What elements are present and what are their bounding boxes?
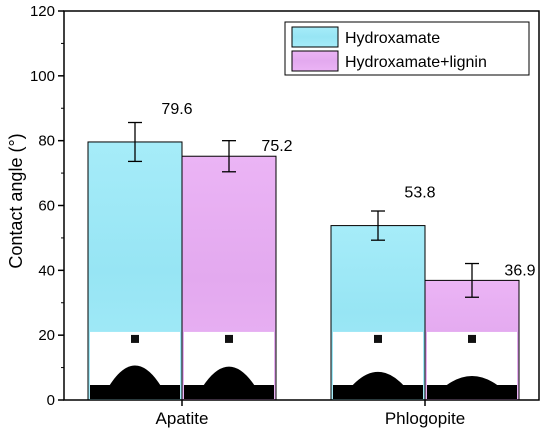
droplet-photo [184, 331, 274, 399]
droplet-photo [90, 331, 180, 399]
y-tick-label: 60 [38, 198, 55, 215]
droplet-shape [446, 375, 498, 385]
droplet-shape [203, 366, 255, 385]
syringe-needle [374, 334, 382, 343]
droplet-substrate [184, 385, 274, 399]
droplet-substrate [90, 385, 180, 399]
value-label: 75.2 [261, 138, 292, 155]
x-tick-label: Phlogopite [385, 409, 465, 428]
y-tick-label: 120 [30, 3, 55, 20]
legend-swatch-hydroxamate-lignin [291, 50, 339, 72]
y-tick-label: 20 [38, 327, 55, 344]
error-bars-group [128, 121, 479, 298]
droplet-shape [109, 365, 161, 385]
value-labels-group: 79.6 75.2 53.8 36.9 [161, 101, 535, 279]
x-axis-ticks: Apatite Phlogopite [156, 400, 465, 428]
legend: Hydroxamate Hydroxamate+lignin [284, 21, 530, 76]
droplet-photo [333, 331, 423, 399]
y-axis-label: Contact angle (°) [6, 133, 26, 268]
legend-swatch-hydroxamate [291, 26, 339, 48]
syringe-needle [468, 334, 476, 343]
y-tick-label: 100 [30, 68, 55, 85]
y-tick-label: 40 [38, 262, 55, 279]
value-label: 36.9 [504, 262, 535, 279]
droplet-photo [427, 331, 517, 399]
value-label: 79.6 [161, 101, 192, 118]
x-tick-label: Apatite [156, 409, 209, 428]
droplet-insets [90, 331, 517, 399]
y-axis-ticks: 0 20 40 60 80 100 120 [30, 3, 64, 409]
value-label: 53.8 [404, 185, 435, 202]
droplet-substrate [333, 385, 423, 399]
legend-label-hydroxamate-lignin: Hydroxamate+lignin [345, 54, 487, 71]
syringe-needle [131, 334, 139, 343]
droplet-substrate [427, 385, 517, 399]
y-tick-label: 0 [47, 392, 55, 409]
y-tick-label: 80 [38, 133, 55, 150]
droplet-shape [352, 371, 404, 385]
syringe-needle [225, 334, 233, 343]
plot-frame [63, 10, 540, 401]
legend-label-hydroxamate: Hydroxamate [345, 30, 440, 47]
